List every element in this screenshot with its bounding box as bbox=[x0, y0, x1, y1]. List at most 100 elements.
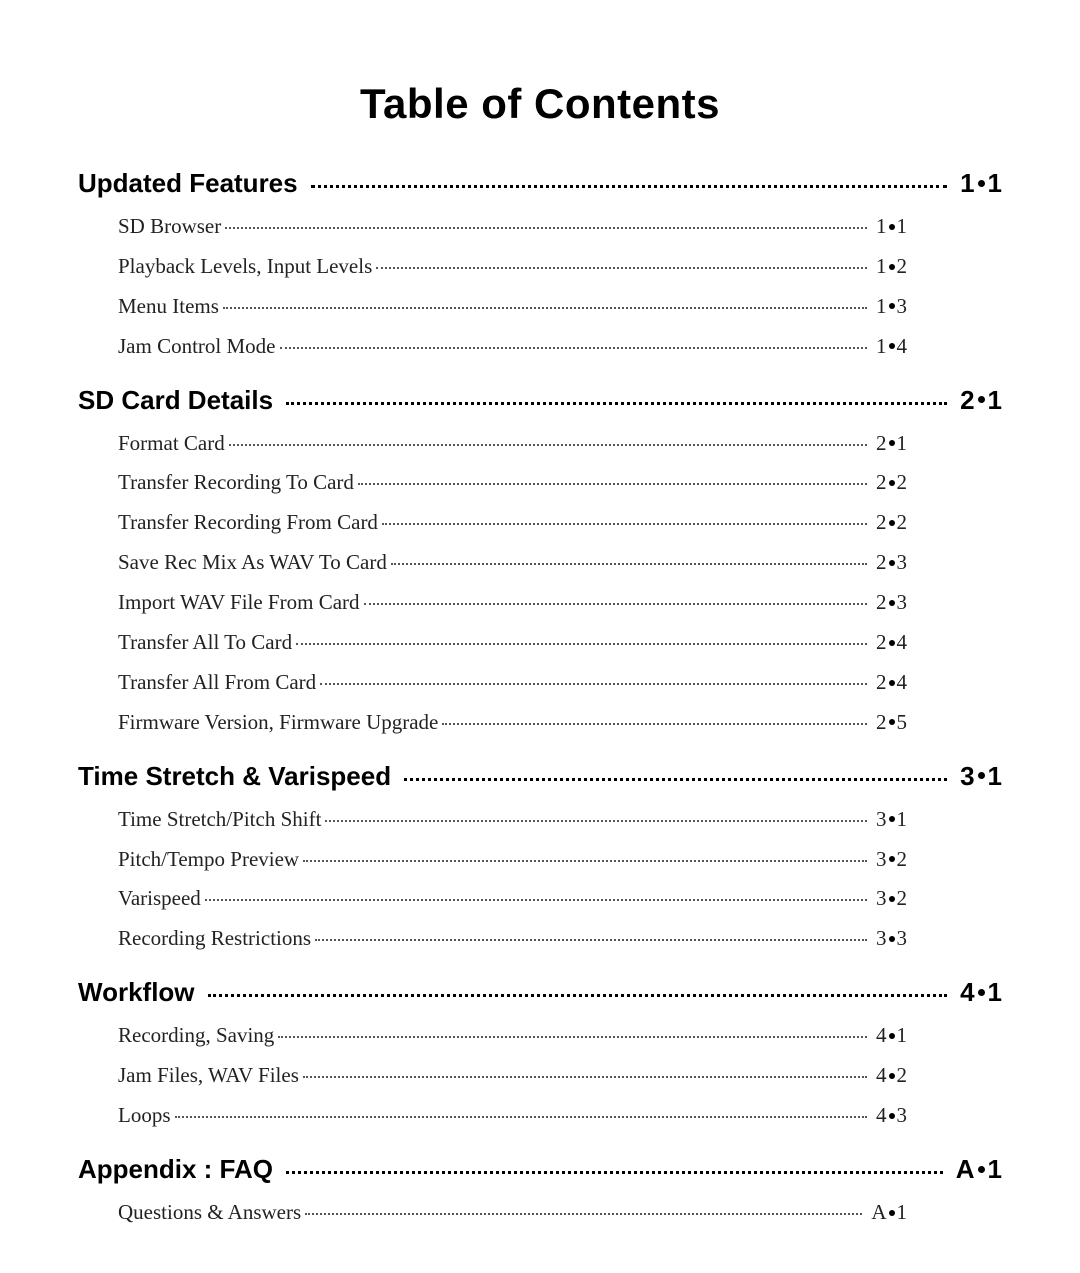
toc-sub-row: SD Browser 11 bbox=[78, 207, 1002, 247]
bullet-icon bbox=[978, 180, 985, 187]
toc-sub-row: Varispeed 32 bbox=[78, 879, 1002, 919]
toc-page-suffix: 1 bbox=[897, 1023, 908, 1047]
toc-section-label: SD Card Details bbox=[78, 385, 280, 416]
bullet-icon bbox=[889, 680, 895, 686]
toc-leader bbox=[286, 402, 947, 405]
toc-page-suffix: 2 bbox=[897, 1063, 908, 1087]
toc-sub-label: Save Rec Mix As WAV To Card bbox=[118, 543, 387, 583]
bullet-icon bbox=[889, 224, 895, 230]
toc-page-prefix: A bbox=[949, 1154, 975, 1184]
toc-leader bbox=[280, 347, 867, 349]
toc-sub-page: 24 bbox=[871, 623, 907, 663]
toc-leader bbox=[404, 778, 947, 781]
toc-page-prefix: 2 bbox=[953, 385, 975, 415]
toc-page-suffix: 1 bbox=[897, 1200, 908, 1224]
toc-sub-page: 43 bbox=[871, 1096, 907, 1136]
toc-sub-row: Loops 43 bbox=[78, 1096, 1002, 1136]
toc-sub-row: Save Rec Mix As WAV To Card 23 bbox=[78, 543, 1002, 583]
toc-sub-page: 22 bbox=[871, 503, 907, 543]
toc-page-prefix: 4 bbox=[871, 1023, 887, 1047]
toc-page-prefix: 3 bbox=[871, 886, 887, 910]
toc-leader bbox=[303, 1076, 867, 1078]
page-title: Table of Contents bbox=[78, 80, 1002, 128]
toc-page-suffix: 2 bbox=[897, 470, 908, 494]
toc-page-suffix: 3 bbox=[897, 926, 908, 950]
bullet-icon bbox=[889, 1033, 895, 1039]
toc-leader bbox=[376, 267, 866, 269]
toc-leader bbox=[364, 603, 867, 605]
toc-page-suffix: 4 bbox=[897, 630, 908, 654]
toc-page-suffix: 3 bbox=[897, 294, 908, 318]
toc-section-row: Updated Features 11 bbox=[78, 168, 1002, 199]
toc-section-page: 21 bbox=[953, 385, 1002, 416]
toc-page-suffix: 1 bbox=[897, 214, 908, 238]
toc-section-page: 11 bbox=[953, 168, 1002, 199]
toc-leader bbox=[208, 994, 947, 997]
toc-sub-label: Jam Control Mode bbox=[118, 327, 276, 367]
toc-sub-row: Pitch/Tempo Preview 32 bbox=[78, 840, 1002, 880]
toc-section-page: 31 bbox=[953, 761, 1002, 792]
toc-leader bbox=[175, 1116, 867, 1118]
toc-sub-page: 41 bbox=[871, 1016, 907, 1056]
toc-sub-page: 22 bbox=[871, 463, 907, 503]
toc-sub-label: Firmware Version, Firmware Upgrade bbox=[118, 703, 438, 743]
toc-sub-page: 33 bbox=[871, 919, 907, 959]
toc-sub-label: Format Card bbox=[118, 424, 225, 464]
toc-leader bbox=[311, 185, 947, 188]
toc-page-suffix: 1 bbox=[988, 168, 1002, 198]
toc-page-prefix: 1 bbox=[953, 168, 975, 198]
toc-page-prefix: 4 bbox=[871, 1063, 887, 1087]
toc-leader bbox=[225, 227, 867, 229]
toc-sub-label: SD Browser bbox=[118, 207, 221, 247]
toc-page-prefix: 3 bbox=[871, 847, 887, 871]
toc-sub-row: Jam Control Mode 14 bbox=[78, 327, 1002, 367]
toc-page-prefix: 2 bbox=[871, 590, 887, 614]
toc-page-prefix: 2 bbox=[871, 710, 887, 734]
bullet-icon bbox=[978, 772, 985, 779]
toc-page-suffix: 1 bbox=[897, 807, 908, 831]
toc-sub-row: Import WAV File From Card 23 bbox=[78, 583, 1002, 623]
toc-page-suffix: 1 bbox=[988, 977, 1002, 1007]
toc-page-suffix: 2 bbox=[897, 847, 908, 871]
toc-sub-label: Varispeed bbox=[118, 879, 201, 919]
toc-sub-page: 12 bbox=[871, 247, 907, 287]
toc-page-prefix: 1 bbox=[871, 334, 887, 358]
toc-page-prefix: 3 bbox=[871, 807, 887, 831]
toc-leader bbox=[278, 1036, 866, 1038]
toc-leader bbox=[382, 523, 867, 525]
toc-sub-row: Recording Restrictions 33 bbox=[78, 919, 1002, 959]
toc-sub-page: 23 bbox=[871, 543, 907, 583]
toc-leader bbox=[315, 939, 867, 941]
toc-page-prefix: 3 bbox=[871, 926, 887, 950]
bullet-icon bbox=[889, 816, 895, 822]
bullet-icon bbox=[889, 856, 895, 862]
toc-page-prefix: 2 bbox=[871, 550, 887, 574]
toc-page-suffix: 5 bbox=[897, 710, 908, 734]
toc-sub-row: Menu Items 13 bbox=[78, 287, 1002, 327]
toc-sub-row: Format Card 21 bbox=[78, 424, 1002, 464]
toc-sub-page: 14 bbox=[871, 327, 907, 367]
toc-sub-page: A1 bbox=[866, 1193, 907, 1233]
toc-section-label: Appendix : FAQ bbox=[78, 1154, 280, 1185]
toc-page-suffix: 3 bbox=[897, 550, 908, 574]
toc-page-suffix: 1 bbox=[988, 761, 1002, 791]
toc-page-prefix: 2 bbox=[871, 510, 887, 534]
toc-sub-page: 25 bbox=[871, 703, 907, 743]
toc-leader bbox=[205, 899, 867, 901]
toc-sub-label: Loops bbox=[118, 1096, 171, 1136]
toc-sub-label: Transfer Recording From Card bbox=[118, 503, 378, 543]
bullet-icon bbox=[889, 936, 895, 942]
toc-page-suffix: 2 bbox=[897, 510, 908, 534]
toc-sub-row: Recording, Saving 41 bbox=[78, 1016, 1002, 1056]
toc-sub-label: Questions & Answers bbox=[118, 1193, 301, 1233]
toc-sub-page: 21 bbox=[871, 424, 907, 464]
toc-page-prefix: 1 bbox=[871, 254, 887, 278]
toc-page-suffix: 2 bbox=[897, 886, 908, 910]
toc-sub-page: 42 bbox=[871, 1056, 907, 1096]
toc-page-prefix: 2 bbox=[871, 630, 887, 654]
toc-sub-label: Transfer All To Card bbox=[118, 623, 292, 663]
toc-page-suffix: 1 bbox=[988, 385, 1002, 415]
toc-section-page: A1 bbox=[949, 1154, 1002, 1185]
toc-page-suffix: 4 bbox=[897, 334, 908, 358]
toc-leader bbox=[286, 1171, 942, 1174]
